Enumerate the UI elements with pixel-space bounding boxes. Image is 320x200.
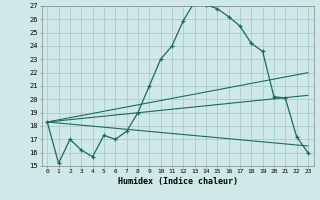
X-axis label: Humidex (Indice chaleur): Humidex (Indice chaleur) [118,177,237,186]
